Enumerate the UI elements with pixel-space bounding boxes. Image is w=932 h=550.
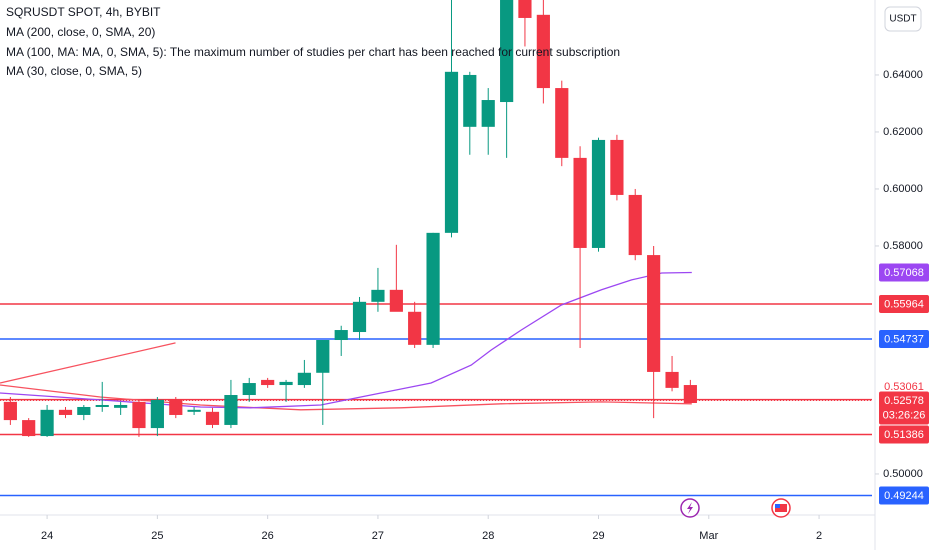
x-tick-label: 26 bbox=[262, 530, 274, 542]
candle-body bbox=[352, 301, 367, 333]
candle-body bbox=[40, 409, 54, 437]
indicator-legend: MA (100, MA: MA, 0, SMA, 5): The maximum… bbox=[6, 45, 620, 59]
y-tick-label: 0.50000 bbox=[883, 468, 923, 480]
indicator-legend: MA (200, close, 0, SMA, 20) bbox=[6, 25, 155, 39]
moving-average-label: 0.57068 bbox=[884, 267, 924, 279]
moving-average-line bbox=[0, 384, 692, 411]
price-line-label: 0.55964 bbox=[884, 298, 924, 310]
x-tick-label: 24 bbox=[41, 530, 53, 542]
candle-body bbox=[683, 385, 697, 403]
moving-average-label-box bbox=[879, 263, 929, 282]
price-line-label-box bbox=[879, 425, 929, 444]
last-price-label: 0.52578 bbox=[884, 395, 924, 407]
candle-body bbox=[371, 289, 385, 302]
y-tick-label: 0.60000 bbox=[883, 183, 923, 195]
x-tick-label: 27 bbox=[372, 530, 384, 542]
candle-body bbox=[261, 379, 275, 386]
candle-body bbox=[665, 371, 679, 388]
event-icon-glyph bbox=[687, 502, 693, 514]
candle-body bbox=[573, 157, 587, 248]
candle-body bbox=[463, 74, 477, 127]
price-line-label-box bbox=[879, 294, 929, 313]
candle-body bbox=[316, 340, 330, 373]
candle-body bbox=[481, 100, 495, 127]
last-price-box bbox=[879, 391, 929, 425]
moving-average-line bbox=[0, 342, 176, 384]
x-tick-label: 29 bbox=[592, 530, 604, 542]
moving-average-line bbox=[0, 271, 692, 409]
candle-body bbox=[150, 399, 164, 429]
candle-body bbox=[610, 139, 624, 195]
candle-body bbox=[444, 71, 459, 233]
candle-body bbox=[518, 0, 532, 18]
price-line-label: 0.51386 bbox=[884, 429, 924, 441]
candle-body bbox=[647, 255, 661, 372]
currency-button[interactable]: USDT bbox=[884, 6, 922, 32]
price-line-label: 0.54737 bbox=[884, 333, 924, 345]
event-icons bbox=[680, 498, 791, 518]
price-line-label-box bbox=[879, 486, 929, 505]
candle-body bbox=[555, 88, 569, 158]
candle-body bbox=[187, 409, 201, 412]
candle-body bbox=[591, 139, 606, 248]
event-icon-glyph bbox=[775, 504, 780, 508]
candle-body bbox=[426, 232, 440, 345]
candle-body bbox=[77, 406, 91, 415]
event-icon-glyph bbox=[775, 504, 787, 512]
candle-body bbox=[408, 311, 422, 345]
currency-label[interactable]: USDT bbox=[889, 14, 916, 25]
price-line-label-box bbox=[879, 329, 929, 348]
candle-body bbox=[114, 404, 128, 408]
currency-button-box[interactable] bbox=[884, 6, 922, 32]
candle-body bbox=[22, 420, 36, 437]
candle-body bbox=[169, 399, 183, 415]
x-tick-label: 28 bbox=[482, 530, 494, 542]
y-tick-label: 0.62000 bbox=[883, 126, 923, 138]
x-tick-label: 25 bbox=[151, 530, 163, 542]
indicator-legend: MA (30, close, 0, SMA, 5) bbox=[6, 64, 142, 78]
candle-body bbox=[628, 194, 642, 256]
countdown-label: 03:26:26 bbox=[883, 409, 926, 421]
candle-body bbox=[132, 401, 146, 429]
candle-body bbox=[297, 372, 311, 386]
candle-body bbox=[224, 395, 238, 425]
candle-body bbox=[95, 404, 109, 407]
candle-body bbox=[279, 381, 293, 386]
price-marker-label: 0.53061 bbox=[884, 381, 924, 393]
candle-body bbox=[205, 411, 220, 425]
candle-body bbox=[536, 14, 550, 89]
price-marker-label-box bbox=[879, 377, 929, 396]
y-tick-label: 0.58000 bbox=[883, 240, 923, 252]
plot-area bbox=[0, 0, 872, 497]
price-line-label: 0.49244 bbox=[884, 490, 924, 502]
axes: 0.64000 0.62000 0.60000 0.58000 0.50000 24 25 2… bbox=[41, 69, 929, 542]
x-tick-label: 2 bbox=[816, 530, 822, 542]
y-tick-label: 0.64000 bbox=[883, 69, 923, 81]
x-tick-label: Mar bbox=[699, 530, 718, 542]
legend: SQRUSDT SPOT, 4h, BYBIT MA (200, close, … bbox=[6, 5, 620, 78]
candle-body bbox=[500, 0, 514, 103]
symbol-title: SQRUSDT SPOT, 4h, BYBIT bbox=[6, 5, 161, 19]
candle-body bbox=[3, 401, 17, 421]
candle-body bbox=[58, 409, 73, 415]
candle-body bbox=[389, 289, 403, 312]
candle-body bbox=[242, 383, 256, 396]
candle-body bbox=[334, 330, 348, 341]
